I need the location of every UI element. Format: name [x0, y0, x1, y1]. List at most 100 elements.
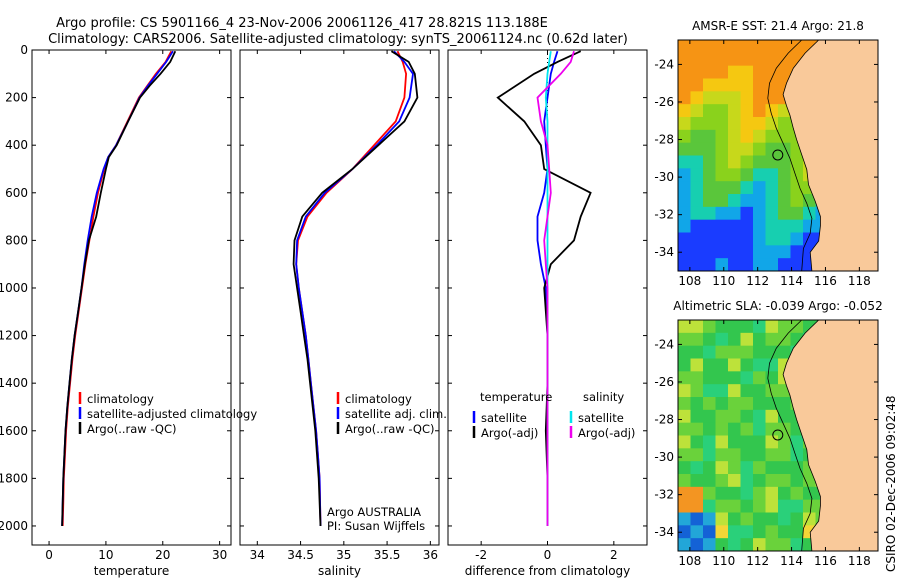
- field-cell: [728, 409, 742, 424]
- field-cell: [765, 258, 779, 271]
- field-cell: [690, 258, 704, 271]
- field-cell: [753, 52, 767, 67]
- field-cell: [778, 474, 792, 488]
- x-tick-label: 112: [746, 274, 769, 288]
- field-cell: [728, 194, 742, 208]
- field-cell: [728, 142, 742, 157]
- field-cell: [678, 78, 692, 92]
- x-tick-label: 30: [212, 548, 227, 562]
- field-cell: [778, 206, 792, 221]
- y-tick-label: 400: [5, 138, 28, 152]
- field-cell: [728, 332, 742, 347]
- field-cell: [753, 181, 767, 195]
- field-cell: [715, 538, 729, 551]
- field-cell: [790, 499, 804, 514]
- field-cell: [740, 181, 754, 195]
- field-cell: [740, 345, 754, 360]
- x-tick-label: 110: [712, 274, 735, 288]
- field-cell: [790, 461, 804, 475]
- field-cell: [728, 258, 742, 271]
- field-cell: [728, 512, 742, 526]
- field-cell: [703, 219, 717, 234]
- field-cell: [690, 358, 704, 372]
- field-cell: [803, 499, 817, 514]
- field-cell: [765, 65, 779, 80]
- field-cell: [728, 345, 742, 360]
- field-cell: [740, 525, 754, 539]
- field-cell: [715, 499, 729, 514]
- legend-label: Argo(-adj): [578, 426, 635, 440]
- field-cell: [715, 371, 729, 385]
- y-tick-label: -34: [654, 525, 674, 539]
- pi-annotation: Argo AUSTRALIA: [327, 505, 421, 519]
- field-cell: [678, 155, 692, 169]
- y-tick-label: -28: [654, 133, 674, 147]
- field-cell: [765, 104, 779, 118]
- temperature-series-3-line: [61, 50, 177, 527]
- legend-label: Argo(..raw -QC): [345, 422, 435, 436]
- field-cell: [778, 258, 792, 271]
- field-cell: [753, 371, 767, 385]
- field-cell: [765, 181, 779, 195]
- field-cell: [753, 232, 767, 246]
- field-cell: [703, 245, 717, 259]
- x-tick-label: 10: [98, 548, 113, 562]
- field-cell: [678, 142, 692, 157]
- field-cell: [728, 181, 742, 195]
- field-cell: [765, 40, 779, 54]
- field-cell: [728, 384, 742, 398]
- field-cell: [690, 181, 704, 195]
- field-cell: [790, 168, 804, 182]
- field-cell: [765, 397, 779, 411]
- field-cell: [740, 332, 754, 347]
- field-cell: [753, 461, 767, 475]
- y-tick-label: 600: [5, 186, 28, 200]
- field-cell: [690, 219, 704, 234]
- x-tick-label: 116: [814, 274, 837, 288]
- field-cell: [703, 409, 717, 424]
- field-cell: [753, 332, 767, 347]
- field-cell: [715, 65, 729, 80]
- x-tick-label: 2: [610, 548, 618, 562]
- y-tick-label: 1600: [0, 424, 28, 438]
- field-cell: [753, 258, 767, 271]
- field-cell: [690, 409, 704, 424]
- field-cell: [740, 384, 754, 398]
- field-cell: [690, 397, 704, 411]
- field-cell: [728, 52, 742, 67]
- field-cell: [778, 168, 792, 182]
- x-tick-label: 0: [45, 548, 53, 562]
- field-cell: [715, 232, 729, 246]
- x-tick-label: 108: [678, 554, 701, 568]
- field-cell: [753, 345, 767, 360]
- field-cell: [715, 448, 729, 462]
- field-cell: [740, 65, 754, 80]
- legend-label: Argo(..raw -QC): [87, 422, 177, 436]
- field-cell: [715, 194, 729, 208]
- field-cell: [753, 142, 767, 157]
- field-cell: [728, 525, 742, 539]
- panel-sla_map: Altimetric SLA: -0.039 Argo: -0.052 108 11…: [654, 299, 882, 568]
- field-cell: [715, 91, 729, 105]
- field-cell: [740, 245, 754, 259]
- field-cell: [778, 245, 792, 259]
- field-cell: [740, 78, 754, 92]
- field-cell: [753, 91, 767, 105]
- field-cell: [765, 499, 779, 514]
- field-cell: [703, 258, 717, 271]
- field-cell: [703, 486, 717, 501]
- field-cell: [765, 358, 779, 372]
- field-cell: [715, 142, 729, 157]
- y-tick-label: -30: [654, 170, 674, 184]
- shelf-contour: [767, 320, 813, 551]
- field-cell: [778, 181, 792, 195]
- field-cell: [740, 409, 754, 424]
- field-cell: [678, 512, 692, 526]
- field-cell: [765, 117, 779, 131]
- field-cell: [753, 486, 767, 501]
- land-mass: [782, 40, 878, 271]
- y-tick-label: 1200: [0, 329, 28, 343]
- y-tick-label: -28: [654, 413, 674, 427]
- x-tick-label: -2: [475, 548, 487, 562]
- field-cell: [678, 448, 692, 462]
